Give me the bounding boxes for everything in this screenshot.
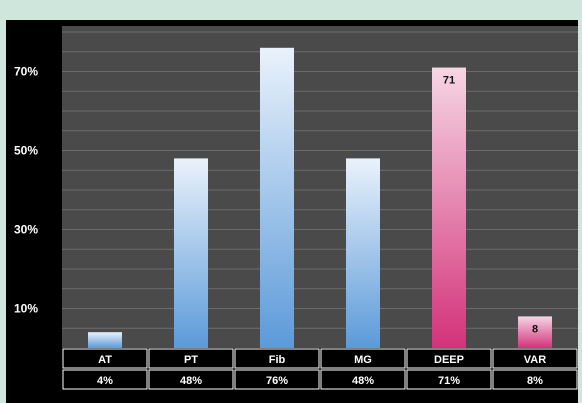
category-label: DEEP: [434, 354, 464, 366]
bars: 71 8: [88, 47, 552, 349]
table-cell: [234, 348, 320, 369]
bar-deep: [432, 67, 466, 349]
category-label: PT: [184, 354, 198, 366]
bar-var: [518, 316, 552, 348]
table-cell: [406, 369, 492, 390]
y-tick-label: 10%: [14, 302, 38, 316]
category-label: AT: [98, 354, 112, 366]
bar-data-label: 8: [532, 323, 538, 335]
chart-frame: 10% 30% 50% 70% 71 8 AT 4% PT 48% Fib 76% MG 48% DEE…: [6, 20, 578, 403]
table-cell: [148, 348, 234, 369]
value-label: 48%: [352, 375, 374, 387]
y-tick-label: 50%: [14, 144, 38, 158]
table-cell: [320, 369, 406, 390]
value-label: 71%: [438, 375, 460, 387]
table-cell: [234, 369, 320, 390]
gridlines: [62, 31, 578, 329]
bar-fib: [260, 47, 294, 349]
category-label: MG: [354, 354, 372, 366]
plot-area: [62, 26, 578, 348]
bar-mg: [346, 158, 380, 348]
y-tick-label: 70%: [14, 65, 38, 79]
value-label: 48%: [180, 375, 202, 387]
table-cell: [62, 348, 148, 369]
table-cell: [148, 369, 234, 390]
value-label: 4%: [97, 375, 113, 387]
category-label: VAR: [524, 354, 546, 366]
table-cell: [492, 369, 578, 390]
table-cell: [62, 369, 148, 390]
category-label: Fib: [269, 354, 286, 366]
bar-at: [88, 332, 122, 348]
bar-data-label: 71: [443, 75, 455, 87]
table-cell: [406, 348, 492, 369]
table-cell: [320, 348, 406, 369]
table-cell: [492, 348, 578, 369]
y-axis: 10% 30% 50% 70%: [14, 65, 38, 316]
value-label: 76%: [266, 375, 288, 387]
bar-pt: [174, 158, 208, 348]
data-table: AT 4% PT 48% Fib 76% MG 48% DEEP 71% VAR 8%: [62, 348, 578, 390]
y-tick-label: 30%: [14, 223, 38, 237]
bar-chart: 10% 30% 50% 70% 71 8 AT 4% PT 48% Fib 76% MG 48% DEE…: [14, 26, 578, 390]
value-label: 8%: [527, 375, 543, 387]
